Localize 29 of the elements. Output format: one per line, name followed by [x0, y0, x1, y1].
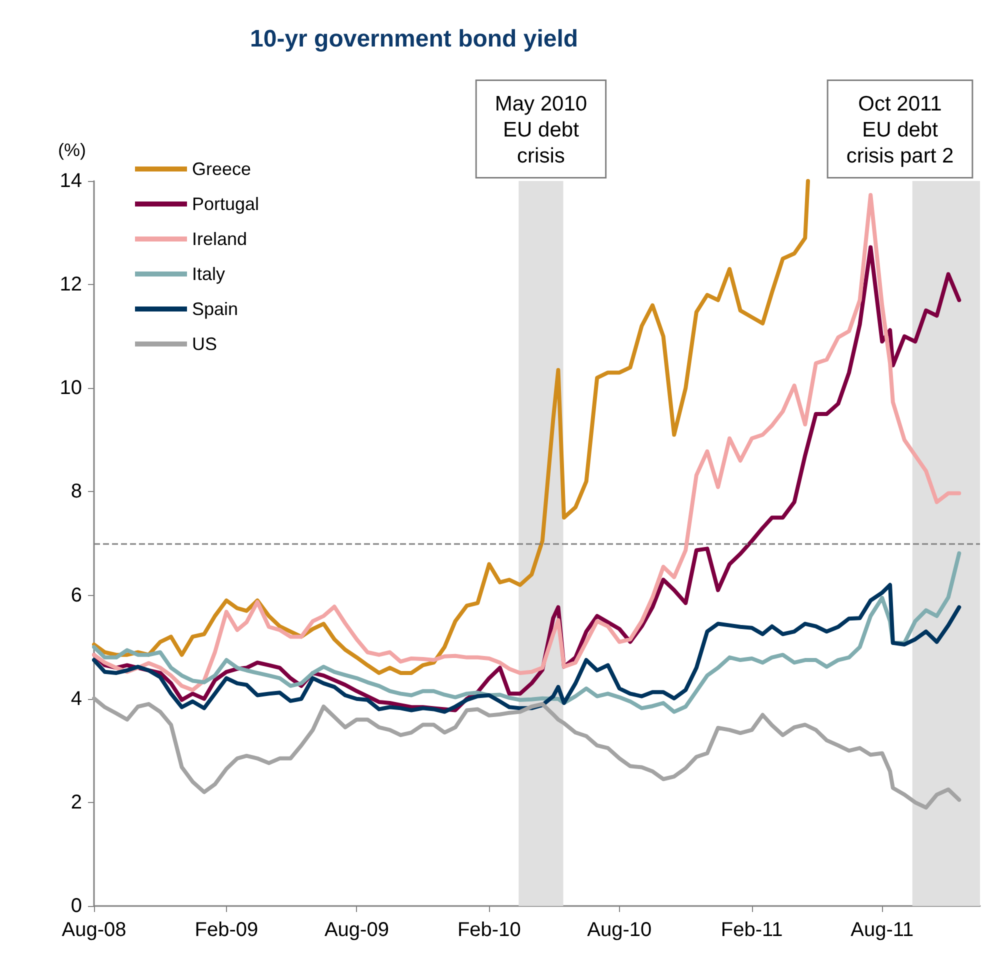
x-tick-label: Feb-10: [457, 919, 521, 941]
chart-title: 10-yr government bond yield: [250, 26, 578, 52]
line-series: [92, 179, 810, 675]
x-tick-label: Aug-11: [850, 919, 914, 941]
y-tick-label: 10: [60, 377, 82, 400]
x-tick-label: Aug-09: [324, 919, 389, 941]
legend-label: Spain: [192, 299, 238, 319]
y-axis-title: (%): [58, 140, 86, 160]
x-tick-label: Feb-11: [720, 919, 783, 941]
x-tick-label: Aug-10: [587, 919, 652, 941]
line-series: [92, 696, 962, 810]
x-tick-label: Feb-09: [194, 919, 258, 941]
legend-label: Ireland: [192, 229, 248, 249]
y-tick-label: 14: [60, 170, 82, 192]
x-tick-label: Aug-08: [62, 919, 126, 941]
line-series: [92, 582, 962, 714]
line-series: [92, 551, 962, 714]
y-tick-label: 6: [70, 584, 82, 606]
band-label: May 2010 EU debt crisis: [494, 92, 588, 168]
y-tick-label: 12: [60, 274, 82, 296]
y-tick-label: 0: [70, 895, 82, 917]
y-tick-label: 2: [70, 791, 82, 814]
y-tick-label: 4: [70, 688, 82, 710]
legend-label: Portugal: [192, 194, 260, 214]
band-label: Oct 2011 EU debt crisis part 2: [846, 92, 954, 168]
legend-label: Italy: [192, 264, 226, 284]
legend-label: US: [192, 334, 218, 354]
y-tick-label: 8: [70, 480, 82, 503]
legend-label: Greece: [192, 159, 252, 179]
